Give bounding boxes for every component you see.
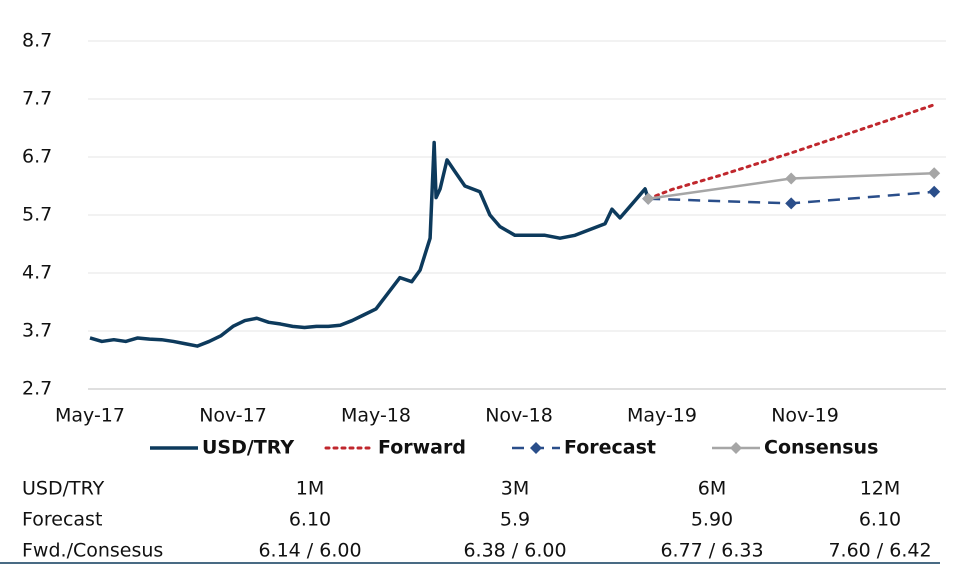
y-tick-label: 3.7 [22, 320, 52, 342]
y-tick-label: 4.7 [22, 262, 52, 284]
legend-label: USD/TRY [202, 437, 294, 459]
x-tick-label: May-19 [627, 405, 697, 427]
legend-label: Forward [378, 437, 466, 459]
y-tick-label: 6.7 [22, 146, 52, 168]
table-cell: 6.77 / 6.33 [660, 540, 763, 562]
series-marker [785, 197, 798, 210]
x-tick-label: Nov-18 [485, 405, 553, 427]
y-tick-label: 8.7 [22, 30, 52, 52]
series-marker [928, 185, 941, 198]
table-cell: 3M [501, 478, 529, 500]
series-line [89, 140, 650, 348]
table-cell: 5.90 [691, 509, 733, 531]
table-cell: 1M [296, 478, 324, 500]
x-tick-label: Nov-17 [199, 405, 267, 427]
x-tick-label: May-18 [341, 405, 411, 427]
table-cell: USD/TRY [22, 478, 105, 500]
series-marker [785, 172, 798, 185]
legend-marker [530, 442, 542, 454]
legend-marker [730, 442, 742, 454]
table-cell: 7.60 / 6.42 [828, 540, 931, 562]
table-cell: Forecast [22, 509, 102, 531]
table-cell: 6.14 / 6.00 [258, 540, 361, 562]
table-cell: 5.9 [500, 509, 530, 531]
table-cell: 12M [860, 478, 901, 500]
x-tick-label: May-17 [55, 405, 125, 427]
table-cell: 6M [698, 478, 726, 500]
series-marker [928, 167, 941, 180]
table-cell: 6.10 [289, 509, 331, 531]
y-tick-label: 2.7 [22, 378, 52, 400]
table-cell: 6.10 [859, 509, 901, 531]
series-line [646, 103, 936, 201]
legend-label: Consensus [764, 437, 878, 459]
series-marker [642, 192, 655, 205]
legend-label: Forecast [564, 437, 656, 459]
y-tick-label: 5.7 [22, 204, 52, 226]
table-cell: 6.38 / 6.00 [463, 540, 566, 562]
x-tick-label: Nov-19 [771, 405, 839, 427]
table-cell: Fwd./Consesus [22, 540, 163, 562]
y-tick-label: 7.7 [22, 88, 52, 110]
